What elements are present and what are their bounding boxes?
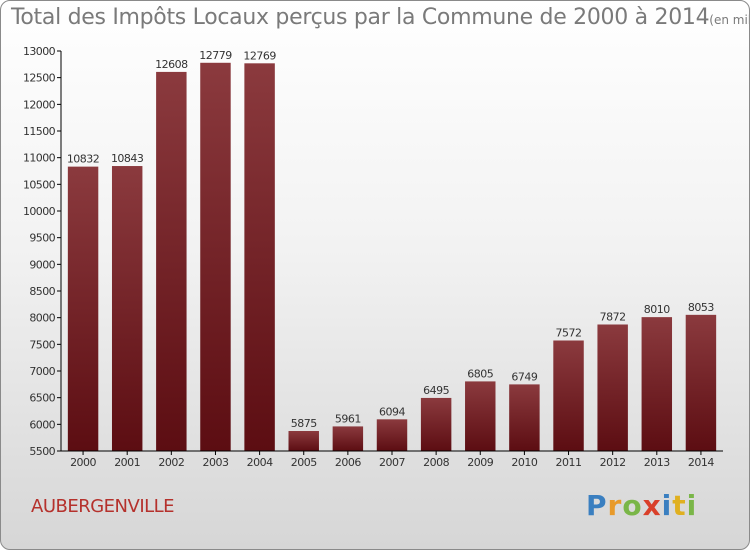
x-tick-label: 2010 xyxy=(511,456,537,469)
y-tick-label: 6000 xyxy=(29,418,55,431)
bar-2004 xyxy=(244,63,275,451)
bar-2012 xyxy=(597,324,628,451)
bar-2003 xyxy=(200,62,231,451)
y-tick-label: 12500 xyxy=(23,72,56,85)
x-tick-label: 2008 xyxy=(423,456,449,469)
bar-value-label: 12779 xyxy=(199,49,232,62)
bar-2008 xyxy=(420,397,452,451)
bar-2011 xyxy=(553,340,584,451)
bar-value-label: 6094 xyxy=(379,405,405,418)
bar-2014 xyxy=(685,314,717,451)
chart-title-unit: (en milliers d'€) xyxy=(709,13,749,27)
x-tick-label: 2005 xyxy=(291,456,317,469)
y-tick-label: 10000 xyxy=(23,205,56,218)
chart-title-text: Total des Impôts Locaux perçus par la Co… xyxy=(11,5,710,30)
chart-title: Total des Impôts Locaux perçus par la Co… xyxy=(11,5,749,30)
y-tick-label: 6500 xyxy=(29,392,55,405)
x-tick-label: 2004 xyxy=(247,456,273,469)
bar-value-label: 12608 xyxy=(155,58,188,71)
x-tick-label: 2003 xyxy=(202,456,228,469)
x-tick-label: 2002 xyxy=(158,456,184,469)
bar-2006 xyxy=(332,426,364,451)
x-tick-label: 2009 xyxy=(467,456,493,469)
bar-value-label: 7572 xyxy=(556,326,582,339)
bar-value-label: 6495 xyxy=(423,384,449,397)
axes-layer: 2000 2001 2002 2003 2004 2005 2006 2007 2008 2009… xyxy=(23,45,723,469)
bar-2007 xyxy=(376,419,408,451)
x-tick-label: 2011 xyxy=(556,456,582,469)
y-tick-label: 9000 xyxy=(29,258,55,271)
bars-layer: 10832 10843 12608 12779 12769 5875 5961 6094 649… xyxy=(67,49,717,452)
bar-value-label: 6749 xyxy=(511,370,537,383)
y-tick-label: 8500 xyxy=(29,285,55,298)
y-tick-label: 9500 xyxy=(29,232,55,245)
bar-2005 xyxy=(288,431,319,451)
bar-value-label: 6805 xyxy=(467,367,493,380)
x-tick-label: 2014 xyxy=(688,456,714,469)
bar-2010 xyxy=(509,384,540,451)
bar-value-label: 5875 xyxy=(291,417,317,430)
bar-2002 xyxy=(156,71,187,451)
bar-value-label: 8010 xyxy=(644,303,670,316)
y-tick-label: 13000 xyxy=(23,45,56,58)
y-tick-label: 11500 xyxy=(23,125,56,138)
x-tick-label: 2012 xyxy=(600,456,626,469)
y-tick-label: 11000 xyxy=(23,152,56,165)
bar-value-label: 5961 xyxy=(335,412,361,425)
x-tick-label: 2007 xyxy=(379,456,405,469)
bar-2000 xyxy=(67,166,99,452)
y-tick-label: 12000 xyxy=(23,98,56,111)
bar-2013 xyxy=(641,317,673,451)
commune-name: AUBERGENVILLE xyxy=(31,496,175,517)
bar-2009 xyxy=(465,381,496,451)
x-tick-label: 2006 xyxy=(335,456,361,469)
x-tick-label: 2013 xyxy=(644,456,670,469)
y-tick-label: 7500 xyxy=(29,338,55,351)
bar-value-label: 10832 xyxy=(67,153,100,166)
y-tick-label: 10500 xyxy=(23,178,56,191)
y-tick-label: 7000 xyxy=(29,365,55,378)
bar-value-label: 12769 xyxy=(243,49,276,62)
proxiti-logo[interactable]: Proxiti xyxy=(586,489,698,522)
y-tick-label: 5500 xyxy=(29,445,55,458)
bar-2001 xyxy=(111,166,143,452)
x-tick-label: 2001 xyxy=(114,456,140,469)
y-tick-label: 8000 xyxy=(29,312,55,325)
bar-value-label: 10843 xyxy=(111,152,144,165)
bar-value-label: 8053 xyxy=(688,301,714,314)
x-tick-label: 2000 xyxy=(70,456,96,469)
bar-value-label: 7872 xyxy=(600,310,626,323)
